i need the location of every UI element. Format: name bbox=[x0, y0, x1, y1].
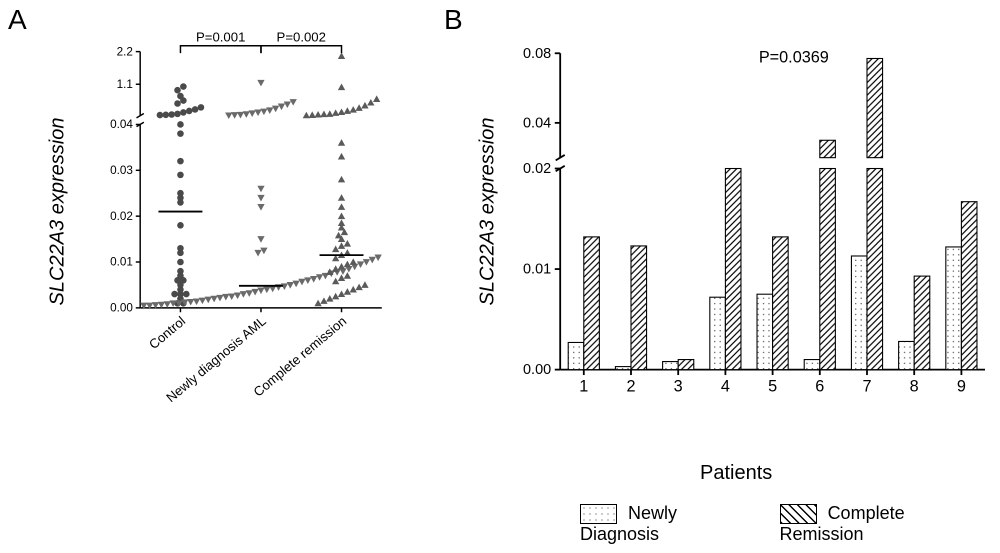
svg-text:0.01: 0.01 bbox=[523, 262, 551, 278]
panel-b-legend: Newly Diagnosis Complete Remission bbox=[580, 503, 980, 545]
svg-text:0.00: 0.00 bbox=[523, 362, 551, 378]
svg-text:8: 8 bbox=[910, 377, 919, 395]
panel-a-plot: 0.000.010.020.030.041.12.2ControlNewly d… bbox=[85, 15, 415, 425]
svg-text:0.03: 0.03 bbox=[110, 164, 133, 177]
panel-b-plot: 0.00 0.01 0.02 0.04 0.08 1 2 3 4 5 6 7 8 9 P=0.0369 bbox=[515, 15, 985, 435]
svg-text:P=0.002: P=0.002 bbox=[277, 29, 326, 44]
svg-text:7: 7 bbox=[862, 377, 871, 395]
svg-text:0.02: 0.02 bbox=[110, 210, 133, 223]
panel-a: A SLC22A3 expression 0.00 0.01 0.02 0.03 0.0… bbox=[0, 0, 440, 553]
panel-a-ylabel: SLC22A3 expression bbox=[47, 112, 70, 312]
svg-text:5: 5 bbox=[768, 377, 777, 395]
legend-swatch-remission bbox=[780, 504, 817, 524]
svg-text:0.01: 0.01 bbox=[110, 256, 133, 269]
svg-text:0.00: 0.00 bbox=[110, 302, 133, 315]
panel-b-letter: B bbox=[444, 4, 463, 36]
panel-b-ylabel: SLC22A3 expression bbox=[477, 112, 500, 312]
legend-swatch-newly bbox=[580, 504, 617, 524]
svg-text:0.04: 0.04 bbox=[523, 115, 551, 131]
svg-text:6: 6 bbox=[815, 377, 824, 395]
svg-text:2.2: 2.2 bbox=[117, 45, 133, 58]
svg-text:3: 3 bbox=[674, 377, 683, 395]
svg-text:Control: Control bbox=[146, 313, 188, 352]
svg-text:P=0.001: P=0.001 bbox=[196, 29, 245, 44]
svg-text:0.02: 0.02 bbox=[523, 161, 551, 177]
panel-b-xlabel: Patients bbox=[700, 462, 772, 485]
svg-text:1: 1 bbox=[579, 377, 588, 395]
svg-text:2: 2 bbox=[626, 377, 635, 395]
panel-b: B SLC22A3 expression 0.000.010.020.040.0… bbox=[440, 0, 1000, 553]
panel-a-letter: A bbox=[8, 4, 27, 36]
svg-text:0.08: 0.08 bbox=[523, 46, 551, 62]
svg-text:0.04: 0.04 bbox=[110, 118, 133, 131]
legend-item-newly: Newly Diagnosis bbox=[580, 503, 750, 545]
legend-item-remission: Complete Remission bbox=[780, 503, 980, 545]
svg-text:P=0.0369: P=0.0369 bbox=[759, 48, 829, 66]
svg-text:9: 9 bbox=[957, 377, 966, 395]
svg-text:4: 4 bbox=[721, 377, 730, 395]
svg-text:1.1: 1.1 bbox=[117, 78, 133, 91]
